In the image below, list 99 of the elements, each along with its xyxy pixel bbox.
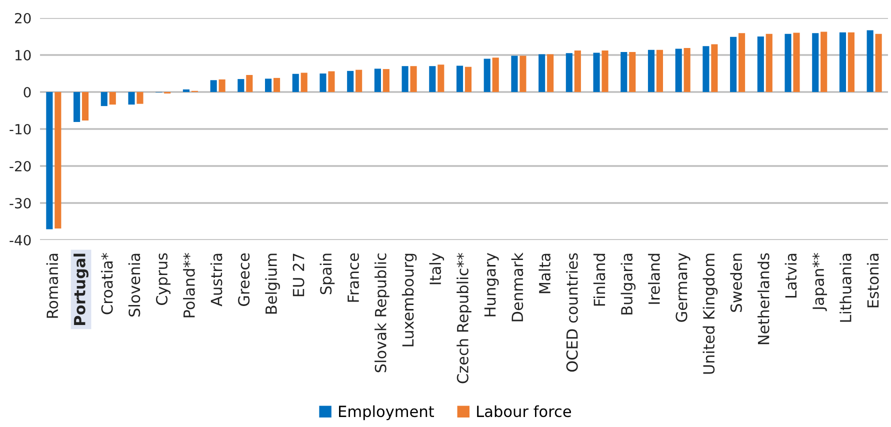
bar xyxy=(292,74,299,92)
bar xyxy=(520,56,526,92)
x-tick-label: Italy xyxy=(429,252,444,284)
bar xyxy=(210,80,217,92)
bar xyxy=(356,70,362,92)
bar xyxy=(484,58,490,92)
bar xyxy=(812,33,819,92)
bar xyxy=(109,92,116,105)
bar xyxy=(429,66,436,92)
x-tick-label: Lithuania xyxy=(840,254,852,322)
x-tick-label: Croatia* xyxy=(100,252,113,314)
x-tick-label: Ireland xyxy=(648,254,660,304)
bar xyxy=(246,74,253,92)
y-tick-label: 10 xyxy=(16,50,31,60)
bar xyxy=(656,50,664,92)
bar xyxy=(511,56,518,92)
legend-label: Labour force xyxy=(477,405,571,418)
bar xyxy=(136,92,144,104)
x-tick-label: OCED countries xyxy=(566,253,578,372)
x-tick-label: Sweden xyxy=(730,254,742,312)
bar xyxy=(875,34,882,92)
bar xyxy=(629,52,636,92)
y-tick-label: 0 xyxy=(24,86,31,98)
bar xyxy=(574,50,581,92)
bar xyxy=(730,36,737,92)
bar xyxy=(438,64,444,92)
bar xyxy=(766,34,772,92)
bar xyxy=(182,89,190,92)
x-tick-label: United Kingdom xyxy=(702,254,718,374)
bar xyxy=(784,34,792,92)
bar xyxy=(328,71,335,92)
x-tick-label: Spain xyxy=(320,254,335,294)
bar xyxy=(702,46,710,92)
y-tick-label: -10 xyxy=(10,124,31,134)
y-tick-label: -30 xyxy=(10,198,31,208)
bar xyxy=(675,48,682,92)
bar xyxy=(238,79,244,92)
x-tick-label: Denmark xyxy=(511,252,524,322)
bar xyxy=(866,30,874,92)
bar xyxy=(602,50,608,92)
x-tick-label: France xyxy=(348,253,360,302)
bar xyxy=(848,32,854,92)
bar xyxy=(711,44,718,92)
x-tick-label: Finland xyxy=(593,254,606,306)
bar xyxy=(538,54,546,92)
x-tick-label: Hungary xyxy=(484,252,499,316)
bar xyxy=(456,66,464,92)
legend-label: Employment xyxy=(339,405,434,420)
bar xyxy=(648,50,655,92)
bar xyxy=(82,92,89,120)
bar xyxy=(566,53,572,92)
x-tick-label: Greece xyxy=(238,253,250,306)
bar xyxy=(839,32,846,92)
bar xyxy=(374,68,381,92)
bar xyxy=(793,32,800,92)
x-tick-label: Slovak Republic xyxy=(374,253,390,372)
x-tick-label: Luxembourg xyxy=(402,254,417,346)
bar xyxy=(347,70,354,92)
bar xyxy=(402,66,408,92)
bar xyxy=(46,92,53,230)
x-tick-label: Japan** xyxy=(812,252,828,312)
y-tick-label: 20 xyxy=(15,12,31,24)
bar xyxy=(320,74,326,92)
y-tick-label: -40 xyxy=(10,234,31,246)
bar xyxy=(300,72,308,92)
x-tick-label: Cyprus xyxy=(156,253,170,305)
x-tick-label: Portugal xyxy=(74,254,88,325)
x-tick-label: Estonia xyxy=(866,254,879,308)
bar xyxy=(738,33,746,92)
bar xyxy=(74,92,80,122)
x-tick-label: Romania xyxy=(46,254,58,318)
x-tick-label: Poland** xyxy=(183,252,195,318)
bar xyxy=(757,36,764,92)
bar xyxy=(54,92,62,229)
bar xyxy=(593,52,600,92)
y-tick-label: -20 xyxy=(10,160,31,172)
bar xyxy=(464,66,472,92)
x-tick-label: Belgium xyxy=(265,254,280,314)
x-tick-label: Malta xyxy=(538,254,550,294)
bar xyxy=(684,48,690,92)
bar xyxy=(264,78,272,92)
bar xyxy=(273,78,280,92)
bar xyxy=(410,66,417,92)
x-tick-label: Netherlands xyxy=(758,253,770,344)
bar xyxy=(100,92,108,106)
bar xyxy=(382,69,390,92)
bar xyxy=(820,32,828,92)
x-tick-label: EU 27 xyxy=(292,254,304,296)
x-tick-label: Czech Republic** xyxy=(456,252,472,384)
x-tick-label: Slovenia xyxy=(128,254,140,317)
bar xyxy=(218,79,226,92)
x-tick-label: Austria xyxy=(210,254,222,306)
bar xyxy=(128,92,135,105)
x-tick-label: Bulgaria xyxy=(620,254,636,314)
x-tick-label: Germany xyxy=(676,252,690,322)
bar xyxy=(492,58,499,92)
x-tick-label: Latvia xyxy=(784,254,797,298)
bar xyxy=(620,52,628,92)
bar xyxy=(547,54,554,92)
